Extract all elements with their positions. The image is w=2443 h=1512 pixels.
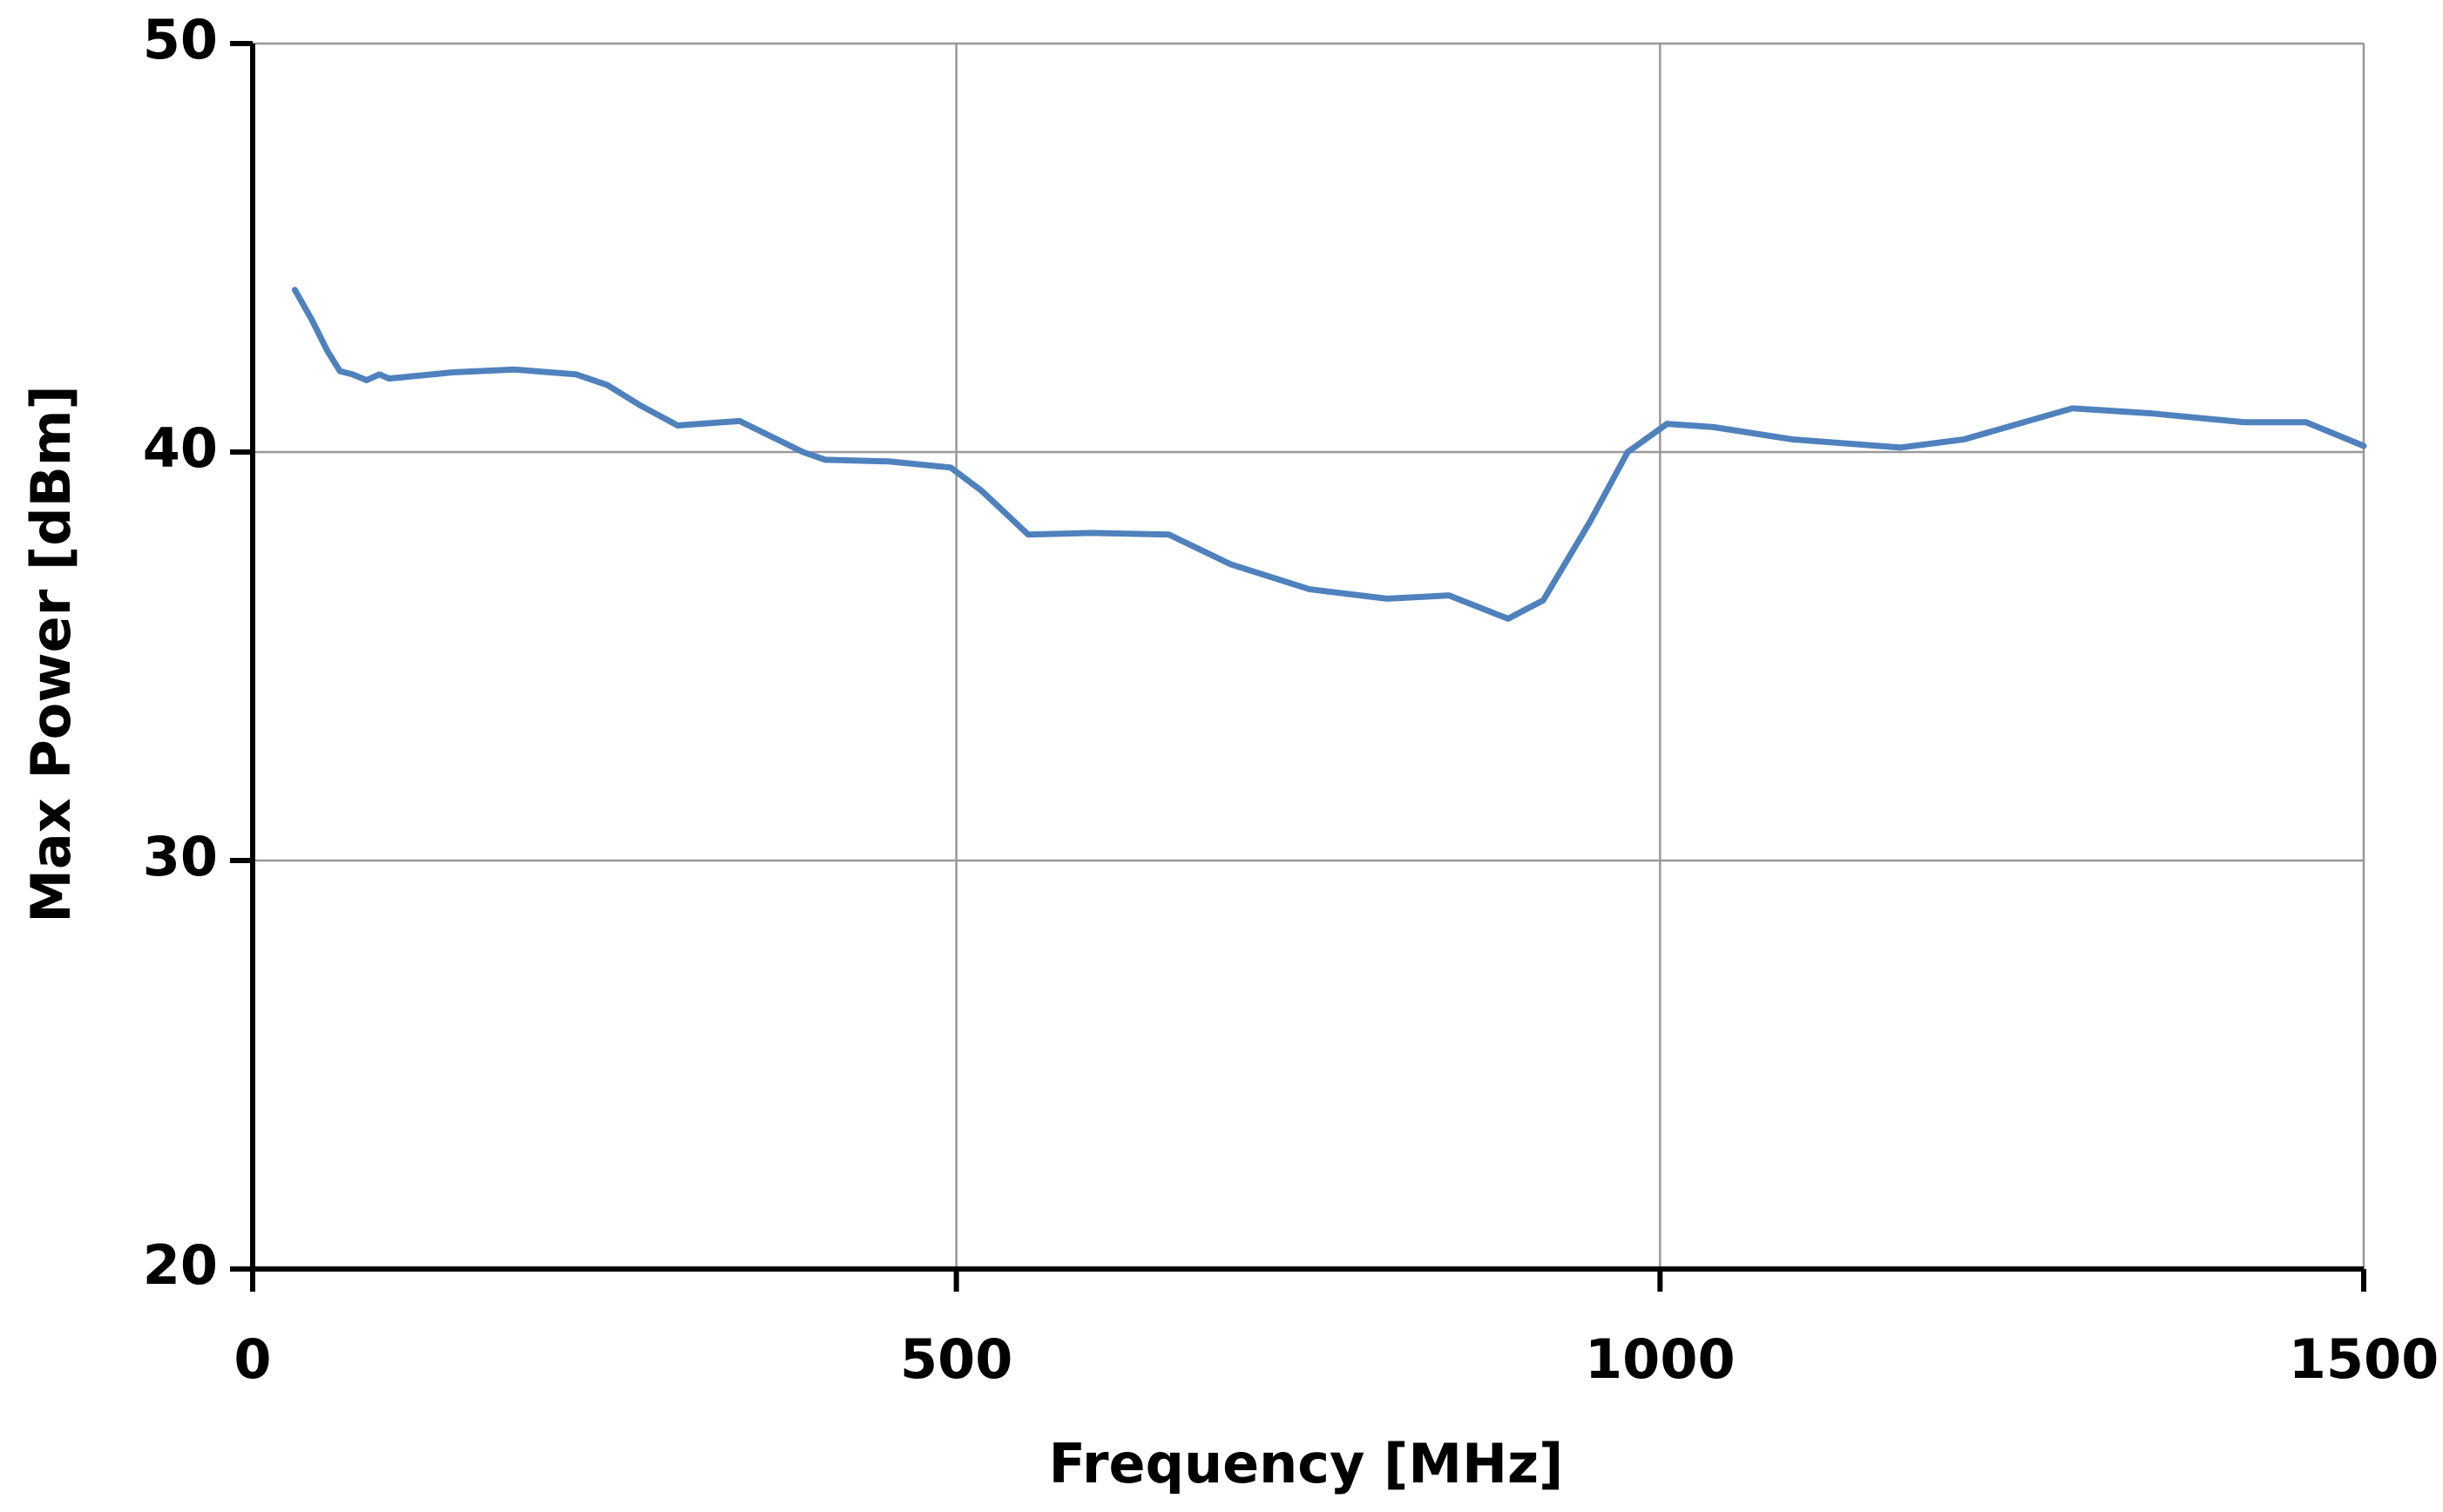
y-axis-label: Max Power [dBm] [19, 385, 83, 923]
y-tick-label: 40 [143, 416, 218, 480]
x-axis-label: Frequency [MHz] [1049, 1432, 1564, 1495]
line-series [291, 287, 2367, 622]
x-tick-label: 500 [900, 1327, 1012, 1391]
y-tick-label: 20 [143, 1233, 218, 1297]
x-tick-label: 0 [233, 1327, 271, 1391]
x-tick-label: 1000 [1585, 1327, 1736, 1391]
y-tick-label: 30 [143, 825, 218, 888]
x-tick-label: 1500 [2289, 1327, 2440, 1391]
y-tick-label: 50 [143, 8, 218, 71]
